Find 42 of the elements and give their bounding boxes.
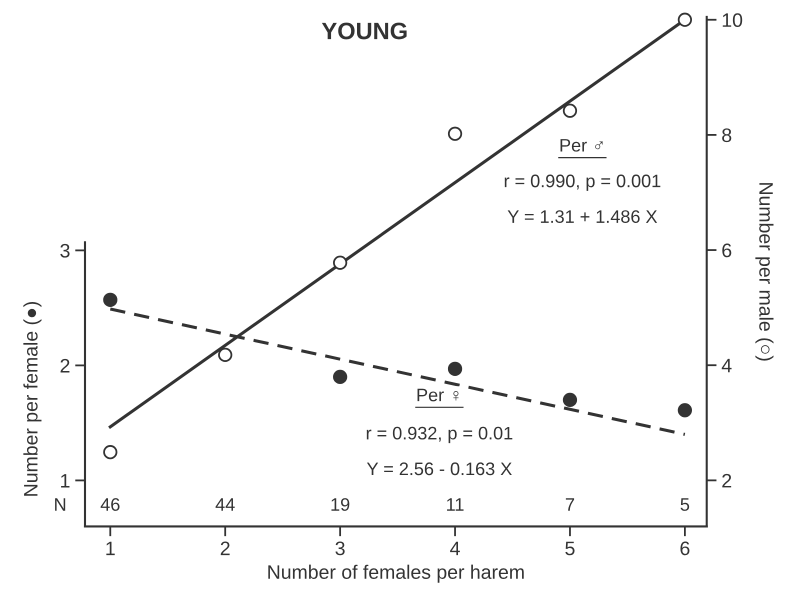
annotation: Y = 1.31 + 1.486 X — [508, 210, 658, 223]
y-tick-label: 3 — [60, 244, 70, 258]
annotation: r = 0.932, p = 0.01 — [366, 426, 512, 444]
x-tick-label: 2 — [220, 542, 230, 556]
x-tick-label: 4 — [450, 542, 460, 556]
annotation: 11 — [447, 498, 464, 511]
annotation: Per ♂ — [560, 139, 603, 152]
y2-tick-label: 6 — [722, 244, 732, 258]
y-tick-label: 2 — [60, 358, 70, 372]
y2-tick-label: 8 — [722, 128, 732, 142]
y2-axis-title: Number per male (○) — [755, 183, 774, 361]
annotation: 44 — [216, 498, 235, 511]
annotation: Y = 2.56 - 0.163 X — [366, 462, 512, 476]
text: N — [55, 498, 66, 511]
y2-tick-label: 2 — [722, 474, 732, 488]
point — [103, 445, 118, 460]
y2-tick-label: 10 — [722, 13, 742, 27]
y-axis-title: Number per female (●) — [23, 302, 42, 496]
annotation: 7 — [566, 498, 574, 511]
x-tick-label: 5 — [565, 542, 575, 556]
point — [678, 12, 692, 27]
annotation: 19 — [331, 498, 350, 511]
point — [333, 256, 348, 270]
x-tick-label: 3 — [335, 542, 345, 556]
x-tick-label: 6 — [680, 542, 690, 556]
annotation: r = 0.990, p = 0.001 — [504, 174, 660, 191]
annotation: 46 — [100, 498, 120, 511]
annotation: 5 — [680, 498, 690, 511]
point — [562, 392, 578, 408]
chart-title: YOUNG — [322, 22, 407, 40]
point — [103, 292, 118, 307]
point — [218, 348, 232, 362]
point — [678, 403, 692, 418]
point — [448, 362, 462, 376]
y2-tick-label: 4 — [722, 358, 732, 372]
y-tick-label: 1 — [61, 474, 70, 488]
x-tick-label: 1 — [106, 542, 115, 556]
annotation: Per ♀ — [418, 388, 459, 402]
point — [562, 104, 578, 118]
x-axis-title: Number of females per harem — [268, 564, 524, 583]
point — [448, 126, 462, 141]
point — [333, 370, 348, 384]
